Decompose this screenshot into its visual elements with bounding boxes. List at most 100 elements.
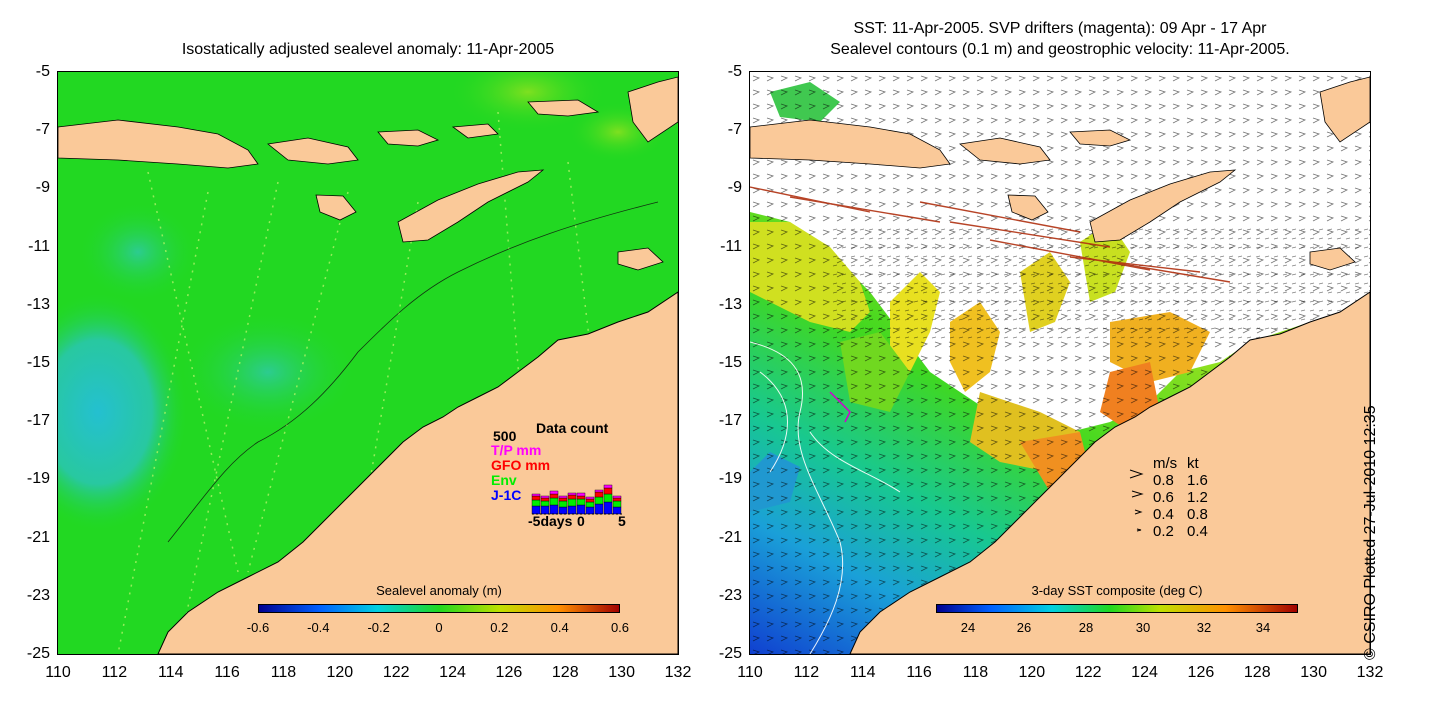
- velocity-key-label: 0.2: [1153, 523, 1174, 540]
- latitude-tick-label: -9: [35, 179, 50, 197]
- latitude-tick-label: -5: [727, 63, 742, 80]
- data-count-bar-segment: [576, 492, 586, 497]
- longitude-tick-label: 128: [551, 664, 579, 681]
- longitude-tick-label: 120: [326, 664, 354, 681]
- latitude-tick-label: -11: [720, 237, 742, 255]
- latitude-tick-label: -23: [26, 586, 50, 604]
- longitude-tick-label: 112: [101, 664, 128, 681]
- colorbar-tick-label: 30: [1135, 620, 1151, 635]
- data-count-x-label-end: 5: [618, 513, 626, 529]
- velocity-key-label: 0.8: [1153, 472, 1174, 489]
- velocity-key-label: 1.6: [1187, 472, 1208, 489]
- data-count-bar-segment: [531, 493, 541, 497]
- right-map-frame: [749, 71, 1371, 655]
- velocity-key-label: 0.4: [1187, 523, 1208, 540]
- data-count-legend-item: T/P mm: [491, 442, 542, 458]
- data-count-legend-item: Env: [491, 472, 517, 488]
- data-count-bar-segment: [612, 495, 622, 499]
- longitude-tick-label: 126: [495, 664, 523, 681]
- longitude-tick-label: 124: [439, 664, 466, 681]
- longitude-tick-label: 116: [906, 664, 932, 681]
- longitude-tick-label: 122: [382, 664, 410, 681]
- data-count-bar-segment: [567, 492, 577, 496]
- velocity-key-label: kt: [1187, 455, 1199, 472]
- data-count-title: Data count: [536, 420, 609, 436]
- australia-landmass: [157, 291, 678, 654]
- latitude-tick-label: -23: [718, 586, 742, 604]
- latitude-tick-label: -11: [28, 237, 50, 255]
- latitude-tick-label: -25: [26, 645, 50, 662]
- velocity-key-label: m/s: [1153, 455, 1178, 472]
- sst-colorbar: [936, 604, 1298, 613]
- colorbar-tick-label: -0.4: [307, 620, 330, 635]
- colorbar-tick-label: 32: [1196, 620, 1212, 635]
- velocity-key-label: 0.4: [1153, 506, 1174, 523]
- longitude-tick-label: 122: [1074, 664, 1102, 681]
- longitude-tick-label: 126: [1187, 664, 1215, 681]
- data-count-legend-item: GFO mm: [491, 457, 551, 473]
- sst-colorbar-label: 3-day SST composite (deg C): [1031, 583, 1203, 598]
- data-count-bar-segment: [540, 495, 550, 499]
- longitude-tick-label: 130: [608, 664, 635, 681]
- longitude-tick-label: 132: [1356, 664, 1384, 681]
- latitude-tick-label: -9: [727, 179, 742, 197]
- latitude-tick-label: -13: [26, 295, 50, 313]
- right-map-title-line1: SST: 11-Apr-2005. SVP drifters (magenta)…: [853, 20, 1267, 37]
- latitude-tick-label: -25: [718, 645, 742, 662]
- longitude-tick-label: 114: [849, 664, 876, 681]
- velocity-key-label: 1.2: [1187, 489, 1208, 506]
- velocity-key-label: 0.8: [1187, 506, 1208, 523]
- longitude-tick-label: 110: [45, 664, 71, 681]
- latitude-tick-label: -5: [35, 63, 50, 80]
- data-count-bar-segment: [558, 495, 568, 499]
- latitude-tick-label: -15: [26, 354, 50, 371]
- data-count-x-label-mid: 0: [577, 513, 585, 529]
- longitude-tick-label: 110: [737, 664, 763, 681]
- longitude-tick-label: 130: [1300, 664, 1327, 681]
- left-map-title: Isostatically adjusted sealevel anomaly:…: [181, 41, 555, 58]
- latitude-tick-label: -21: [718, 528, 742, 546]
- sealevel-anomaly-map: [58, 72, 678, 654]
- longitude-tick-label: 132: [664, 664, 692, 681]
- latitude-tick-label: -13: [718, 295, 742, 313]
- plot-credit: © CSIRO Plotted 27-Jul-2010 12:35: [1362, 405, 1379, 660]
- data-count-legend-item: J-1C: [491, 487, 522, 503]
- data-count-bar-segment: [594, 489, 604, 493]
- longitude-tick-label: 118: [270, 664, 297, 681]
- colorbar-tick-label: 34: [1255, 620, 1271, 635]
- colorbar-tick-label: 24: [960, 620, 976, 635]
- colorbar-tick-label: 28: [1078, 620, 1094, 635]
- data-count-chart: [531, 484, 624, 515]
- latitude-tick-label: -7: [727, 121, 742, 139]
- velocity-key-label: 0.6: [1153, 489, 1174, 506]
- latitude-tick-label: -19: [26, 470, 50, 488]
- colorbar-tick-label: -0.2: [367, 620, 390, 635]
- latitude-tick-label: -15: [718, 354, 742, 371]
- sealevel-colorbar: [258, 604, 620, 613]
- longitude-tick-label: 128: [1243, 664, 1271, 681]
- longitude-tick-label: 120: [1018, 664, 1046, 681]
- colorbar-tick-label: -0.6: [246, 620, 270, 635]
- data-count-max-label: 500: [493, 428, 517, 444]
- longitude-tick-label: 112: [793, 664, 820, 681]
- latitude-tick-label: -17: [26, 412, 50, 430]
- longitude-tick-label: 114: [157, 664, 184, 681]
- right-map-title-line2: Sealevel contours (0.1 m) and geostrophi…: [830, 41, 1290, 58]
- sealevel-colorbar-label: Sealevel anomaly (m): [376, 583, 502, 598]
- latitude-tick-label: -21: [26, 528, 50, 546]
- latitude-tick-label: -17: [718, 412, 742, 430]
- colorbar-tick-label: 0.2: [490, 620, 509, 635]
- data-count-bar-segment: [585, 496, 595, 500]
- left-map-frame: [57, 71, 679, 655]
- sst-map: [750, 72, 1370, 654]
- australia-landmass-sst: [849, 291, 1370, 654]
- colorbar-tick-label: 0: [435, 620, 443, 635]
- longitude-tick-label: 118: [962, 664, 989, 681]
- longitude-tick-label: 124: [1131, 664, 1158, 681]
- colorbar-tick-label: 26: [1016, 620, 1032, 635]
- latitude-tick-label: -19: [718, 470, 742, 488]
- data-count-bar-segment: [603, 484, 613, 489]
- latitude-tick-label: -7: [35, 121, 50, 139]
- longitude-tick-label: 116: [214, 664, 240, 681]
- colorbar-tick-label: 0.4: [550, 620, 569, 635]
